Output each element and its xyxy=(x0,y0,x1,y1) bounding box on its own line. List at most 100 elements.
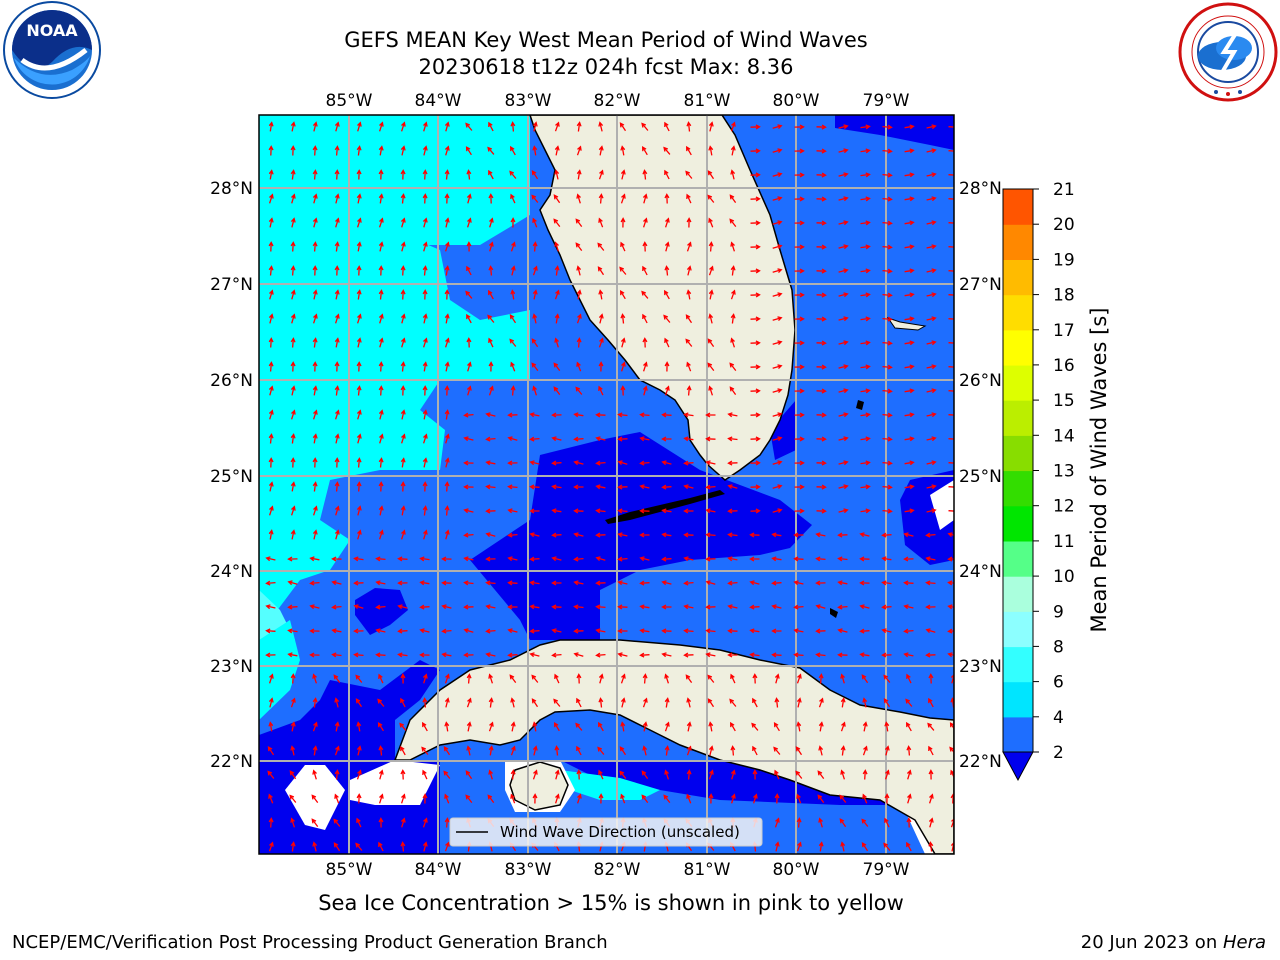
wind-wave-arrow xyxy=(353,652,364,658)
wind-wave-arrow xyxy=(378,481,384,492)
wind-wave-arrow xyxy=(859,580,870,586)
wind-wave-arrow xyxy=(598,289,604,300)
wind-wave-arrow xyxy=(639,436,650,442)
wind-wave-arrow xyxy=(554,289,560,300)
isle-of-youth-land xyxy=(509,761,569,811)
wind-wave-arrow xyxy=(772,196,783,202)
wind-wave-arrow xyxy=(816,484,827,490)
wind-wave-arrow xyxy=(642,385,648,396)
wind-wave-arrow xyxy=(312,337,318,348)
wind-wave-arrow xyxy=(532,265,538,276)
wind-wave-arrow xyxy=(838,220,849,226)
wind-wave-arrow xyxy=(881,604,892,610)
wind-wave-arrow xyxy=(531,338,539,348)
wind-wave-arrow xyxy=(355,698,363,708)
wind-wave-arrow xyxy=(642,265,648,276)
wind-wave-arrow xyxy=(705,436,716,442)
date-stamp-text: 20 Jun 2023 on xyxy=(1080,932,1223,953)
wind-wave-arrow xyxy=(730,793,736,804)
wind-wave-arrow xyxy=(463,412,474,418)
wind-wave-arrow xyxy=(906,721,912,732)
wind-wave-arrow xyxy=(444,505,450,516)
wind-wave-arrow xyxy=(663,794,671,803)
colorbar-tick-label: 19 xyxy=(1053,250,1075,270)
wind-wave-arrow xyxy=(312,385,318,396)
wind-wave-arrow xyxy=(335,217,340,228)
wind-wave-arrow xyxy=(707,698,715,708)
wind-wave-arrow xyxy=(816,172,827,178)
wind-wave-arrow xyxy=(422,241,428,252)
wind-wave-arrow xyxy=(838,148,849,154)
lon-label-bottom: 84°W xyxy=(415,860,462,880)
wind-wave-arrow xyxy=(686,769,692,780)
wind-wave-arrow xyxy=(705,628,716,634)
wind-wave-arrow xyxy=(928,793,934,804)
wind-wave-arrow xyxy=(794,196,805,202)
wind-wave-arrow xyxy=(617,652,628,658)
wind-wave-arrow xyxy=(860,172,871,178)
wind-wave-arrow xyxy=(463,532,474,538)
wind-wave-arrow xyxy=(465,146,472,156)
wind-wave-arrow xyxy=(926,412,937,418)
wind-wave-arrow xyxy=(510,145,516,156)
wind-wave-arrow xyxy=(771,628,782,634)
wind-wave-arrow xyxy=(708,145,714,156)
wind-wave-arrow xyxy=(507,628,518,634)
wind-wave-arrow xyxy=(948,293,954,298)
wind-wave-arrow xyxy=(815,556,826,562)
lat-label-right: 22°N xyxy=(959,752,1002,772)
wind-wave-arrow xyxy=(488,265,494,276)
wind-wave-arrow xyxy=(685,170,693,179)
colorbar-tick-label: 6 xyxy=(1053,673,1064,693)
wind-wave-arrow xyxy=(444,265,450,276)
wind-wave-arrow xyxy=(488,721,494,732)
wind-wave-arrow xyxy=(947,580,954,586)
wind-wave-arrow xyxy=(838,508,849,514)
wind-wave-arrow xyxy=(773,746,781,755)
wind-wave-arrow xyxy=(620,193,626,204)
wind-wave-arrow xyxy=(950,818,954,828)
wind-wave-arrow xyxy=(617,556,628,562)
wind-wave-arrow xyxy=(707,170,715,180)
wind-wave-arrow xyxy=(531,362,539,371)
wind-wave-arrow xyxy=(444,817,450,828)
wind-wave-arrow xyxy=(882,172,893,178)
wind-wave-arrow xyxy=(686,265,692,276)
wind-wave-arrow xyxy=(510,121,516,132)
wind-wave-arrow xyxy=(928,769,934,780)
wind-wave-arrow xyxy=(400,793,406,804)
colorbar-band xyxy=(1003,576,1033,612)
wind-wave-arrow xyxy=(642,217,648,228)
wind-wave-arrow xyxy=(685,314,693,324)
wind-wave-arrow xyxy=(573,436,584,442)
wind-wave-arrow xyxy=(948,221,954,226)
wind-wave-arrow xyxy=(290,313,296,324)
wind-wave-arrow xyxy=(444,457,450,468)
wind-wave-arrow xyxy=(686,697,692,708)
lat-label-right: 24°N xyxy=(959,562,1002,582)
wind-wave-arrow xyxy=(356,145,362,156)
wind-wave-arrow xyxy=(772,172,783,178)
wind-wave-arrow xyxy=(793,652,804,658)
wind-wave-arrow xyxy=(708,241,714,252)
wind-wave-arrow xyxy=(378,241,384,252)
wind-wave-arrow xyxy=(356,817,362,828)
wind-wave-arrow xyxy=(507,460,518,466)
wind-wave-arrow xyxy=(267,746,275,756)
wind-wave-arrow xyxy=(356,505,362,516)
wind-wave-arrow xyxy=(507,556,518,562)
wind-wave-arrow xyxy=(553,362,561,371)
wind-wave-arrow xyxy=(400,769,406,780)
colorbar-tick-label: 18 xyxy=(1053,286,1075,306)
ocean-deep-blue-islet xyxy=(355,588,408,635)
wind-wave-arrow xyxy=(751,722,759,731)
wind-wave-arrow xyxy=(487,794,495,803)
wind-wave-arrow xyxy=(683,556,694,562)
nodata-gap-5 xyxy=(930,480,954,530)
wind-wave-arrow xyxy=(881,628,892,634)
wind-wave-arrow xyxy=(397,556,408,562)
wind-wave-arrow xyxy=(727,580,738,586)
wind-wave-arrow xyxy=(312,217,318,228)
wind-wave-arrow xyxy=(444,841,450,852)
wind-wave-arrow xyxy=(554,241,560,252)
